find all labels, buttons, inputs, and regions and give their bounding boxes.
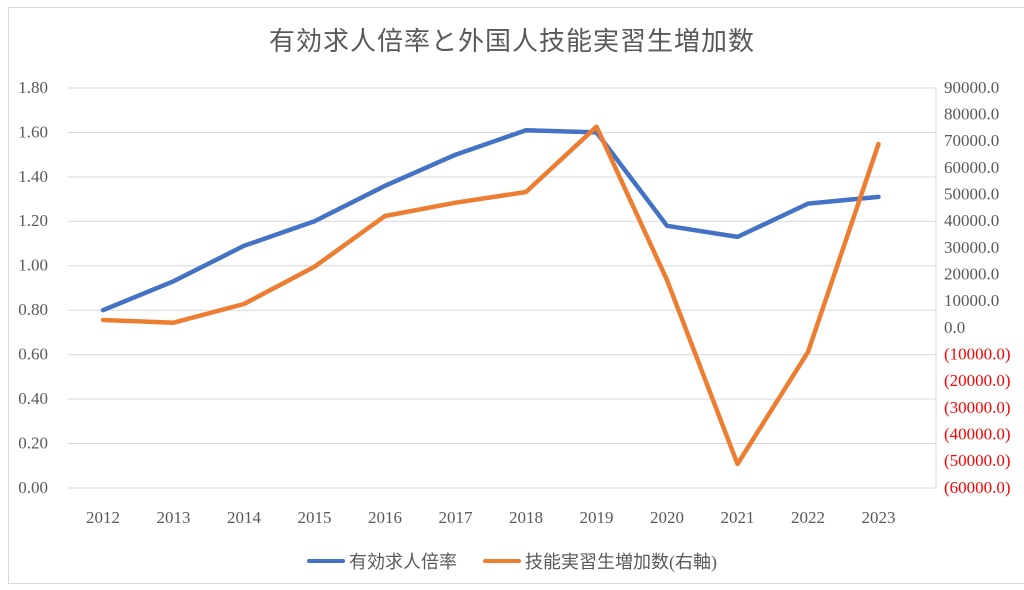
legend: 有効求人倍率 技能実習生増加数(右軸)	[0, 548, 1024, 574]
left-axis-tick-label: 1.20	[18, 211, 48, 230]
right-axis-tick-label: 0.0	[944, 318, 965, 337]
left-axis-tick-label: 0.20	[18, 433, 48, 452]
x-axis-tick-label: 2019	[580, 508, 614, 527]
x-axis-tick-label: 2016	[368, 508, 402, 527]
right-axis-tick-label: 70000.0	[944, 131, 999, 150]
x-axis-tick-label: 2020	[650, 508, 684, 527]
right-axis-tick-label: (60000.0)	[944, 478, 1011, 497]
chart-title: 有効求人倍率と外国人技能実習生増加数	[268, 27, 755, 56]
x-axis-tick-label: 2022	[791, 508, 825, 527]
right-axis-tick-label: 60000.0	[944, 158, 999, 177]
right-axis-tick-label: 50000.0	[944, 185, 999, 204]
legend-item-trainee-increase: 技能実習生増加数(右軸)	[483, 548, 717, 574]
right-axis-tick-label: 80000.0	[944, 105, 999, 124]
x-axis-tick-label: 2014	[227, 508, 262, 527]
right-axis-tick-label: (20000.0)	[944, 371, 1011, 390]
right-axis-tick-label: 90000.0	[944, 78, 999, 97]
left-axis-tick-label: 0.60	[18, 345, 48, 364]
left-axis-tick-label: 1.00	[18, 256, 48, 275]
legend-line-orange-icon	[483, 559, 521, 563]
x-axis-tick-label: 2018	[509, 508, 543, 527]
x-axis-tick-label: 2013	[157, 508, 191, 527]
x-axis-tick-label: 2015	[298, 508, 332, 527]
right-axis-tick-label: (40000.0)	[944, 425, 1011, 444]
right-axis-tick-label: 40000.0	[944, 211, 999, 230]
left-axis-tick-label: 0.00	[18, 478, 48, 497]
x-axis-tick-label: 2023	[862, 508, 896, 527]
left-axis-tick-label: 0.40	[18, 389, 48, 408]
right-axis-tick-label: (10000.0)	[944, 345, 1011, 364]
left-axis-tick-label: 1.80	[18, 78, 48, 97]
x-axis-tick-label: 2012	[86, 508, 120, 527]
x-axis-tick-label: 2017	[439, 508, 474, 527]
series-line-effective-jobs-ratio	[100, 127, 881, 313]
legend-line-blue-icon	[307, 559, 345, 563]
left-axis-tick-label: 0.80	[18, 300, 48, 319]
right-axis-tick-label: 10000.0	[944, 291, 999, 310]
x-axis-tick-label: 2021	[721, 508, 755, 527]
plot-area: 1.801.601.401.201.000.800.600.400.200.00…	[18, 78, 1011, 527]
legend-label-trainee-increase: 技能実習生増加数(右軸)	[525, 552, 717, 572]
left-axis-tick-label: 1.40	[18, 167, 48, 186]
legend-item-effective-jobs-ratio: 有効求人倍率	[307, 548, 457, 574]
right-axis-tick-label: 30000.0	[944, 238, 999, 257]
right-axis-tick-label: 20000.0	[944, 265, 999, 284]
right-axis-tick-label: (30000.0)	[944, 398, 1011, 417]
series-line-trainee-increase	[100, 124, 881, 467]
left-axis-tick-label: 1.60	[18, 122, 48, 141]
legend-label-effective-jobs-ratio: 有効求人倍率	[349, 552, 457, 572]
right-axis-tick-label: (50000.0)	[944, 451, 1011, 470]
